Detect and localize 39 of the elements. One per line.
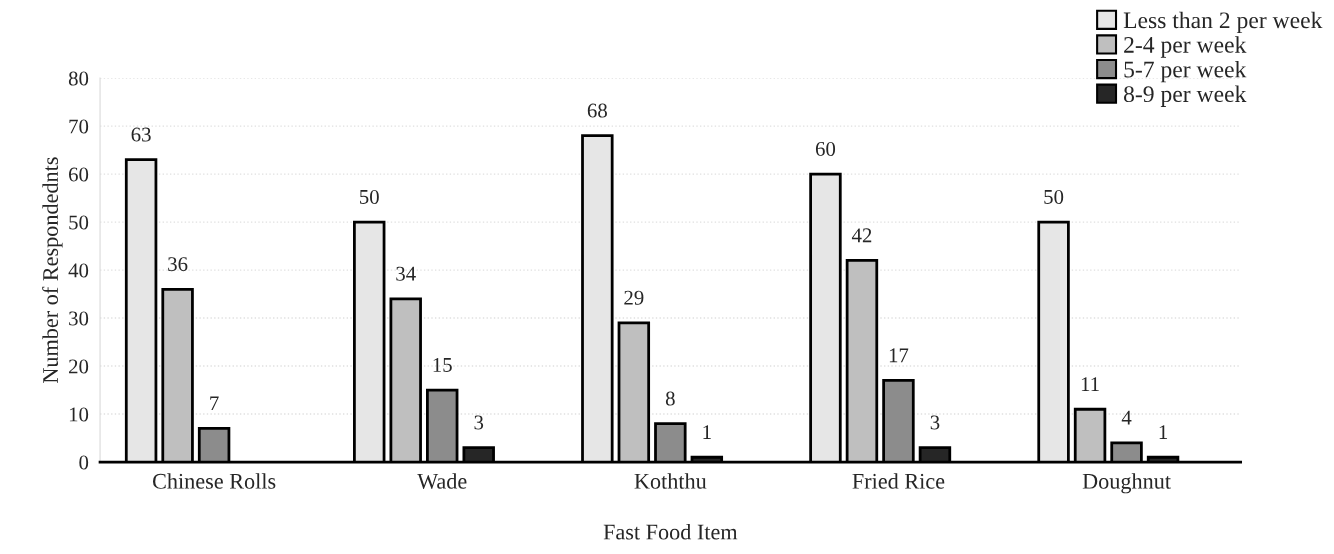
- data-label: 3: [930, 415, 940, 430]
- x-tick-label: Chinese Rolls: [152, 473, 276, 489]
- y-tick-label: 30: [69, 311, 89, 326]
- data-label: 15: [433, 357, 452, 372]
- x-axis-title: Fast Food Item: [603, 523, 738, 540]
- data-label: 11: [1081, 377, 1099, 391]
- y-tick-label: 80: [68, 71, 89, 86]
- data-label: 8: [665, 391, 675, 406]
- x-tick-label: Fried Rice: [852, 473, 945, 489]
- data-label: 42: [851, 228, 872, 243]
- y-tick-label: 70: [69, 119, 89, 134]
- data-label: 17: [889, 348, 909, 363]
- y-tick-label: 20: [69, 359, 89, 374]
- x-tick-label: Doughnut: [1082, 473, 1171, 494]
- y-tick-label: 50: [69, 215, 89, 230]
- data-label: 63: [131, 127, 151, 142]
- y-tick-label: 10: [69, 407, 89, 422]
- data-label: 34: [396, 266, 416, 281]
- data-label: 29: [624, 290, 644, 305]
- legend-label: Less than 2 per week: [1123, 11, 1323, 34]
- legend-label: 5-7 per week: [1124, 60, 1247, 83]
- data-label: 7: [210, 396, 219, 411]
- x-tick-label: Wade: [417, 473, 467, 489]
- y-tick-label: 60: [69, 167, 89, 182]
- data-label: 1: [703, 425, 711, 439]
- data-label: 50: [1044, 189, 1064, 204]
- y-axis-title: Number of Respondednts: [42, 157, 63, 383]
- data-label: 1: [1159, 425, 1168, 439]
- legend-label: 8-9 per week: [1124, 85, 1247, 107]
- data-label: 60: [815, 141, 836, 156]
- legend-label: 2-4 per week: [1124, 36, 1247, 58]
- data-label: 36: [168, 257, 188, 272]
- y-tick-label: 40: [68, 263, 89, 278]
- x-tick-label: Koththu: [634, 473, 707, 489]
- data-label: 3: [474, 415, 484, 430]
- data-label: 50: [360, 189, 379, 204]
- y-tick-label: 0: [79, 455, 89, 470]
- data-label: 4: [1121, 410, 1132, 425]
- data-label: 68: [587, 103, 607, 118]
